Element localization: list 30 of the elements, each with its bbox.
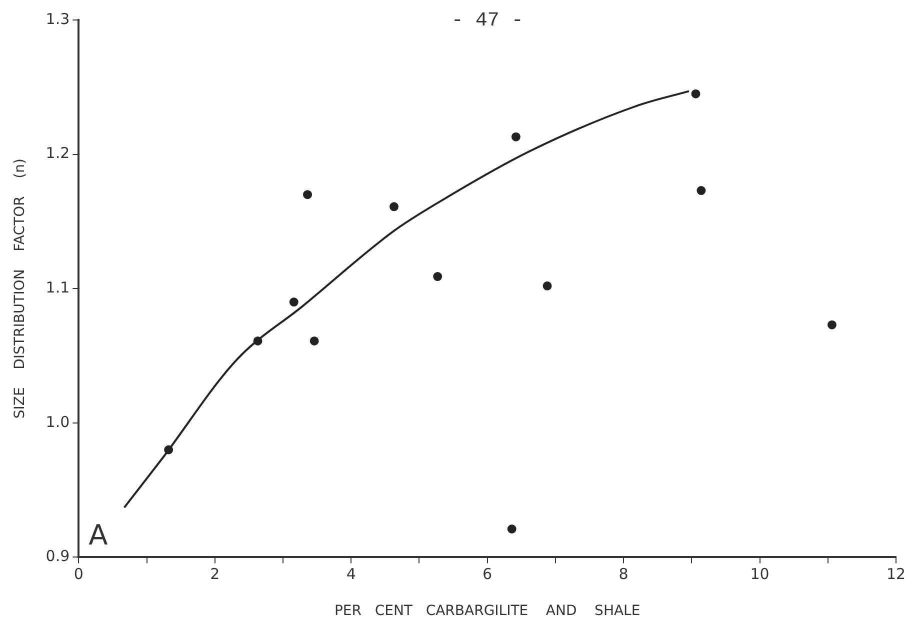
point [310, 336, 319, 346]
point [691, 89, 700, 98]
x-tick-label: 4 [346, 565, 356, 584]
point [253, 336, 262, 346]
x-tick-label: 8 [618, 565, 628, 584]
y-tick-label: 1.0 [46, 412, 70, 431]
x-tick-label: 2 [210, 565, 220, 584]
x-tick-label: 10 [750, 565, 770, 584]
point [289, 298, 298, 307]
point [164, 445, 174, 454]
point [511, 132, 520, 142]
annotation: A [88, 518, 108, 552]
annotation: - 47 - [451, 9, 524, 32]
y-axis-title: SIZE DISTRIBUTION FACTOR (n) [12, 158, 28, 419]
y-tick-label: 1.3 [46, 10, 70, 28]
line-series [123, 90, 690, 509]
x-tick-label: 12 [886, 565, 906, 584]
point [827, 320, 836, 330]
y-tick-label: 1.1 [46, 278, 70, 296]
point [507, 524, 516, 534]
x-tick-label: 0 [74, 565, 84, 584]
point [696, 186, 706, 196]
point [542, 281, 552, 290]
point [390, 202, 399, 212]
point [303, 190, 312, 200]
x-tick-label: 6 [482, 565, 492, 584]
x-axis-title: PER CENT CARBARGILITE AND SHALE [334, 603, 640, 620]
point [433, 272, 442, 282]
y-tick-label: 0.9 [46, 547, 70, 566]
y-tick-label: 1.2 [46, 144, 70, 162]
